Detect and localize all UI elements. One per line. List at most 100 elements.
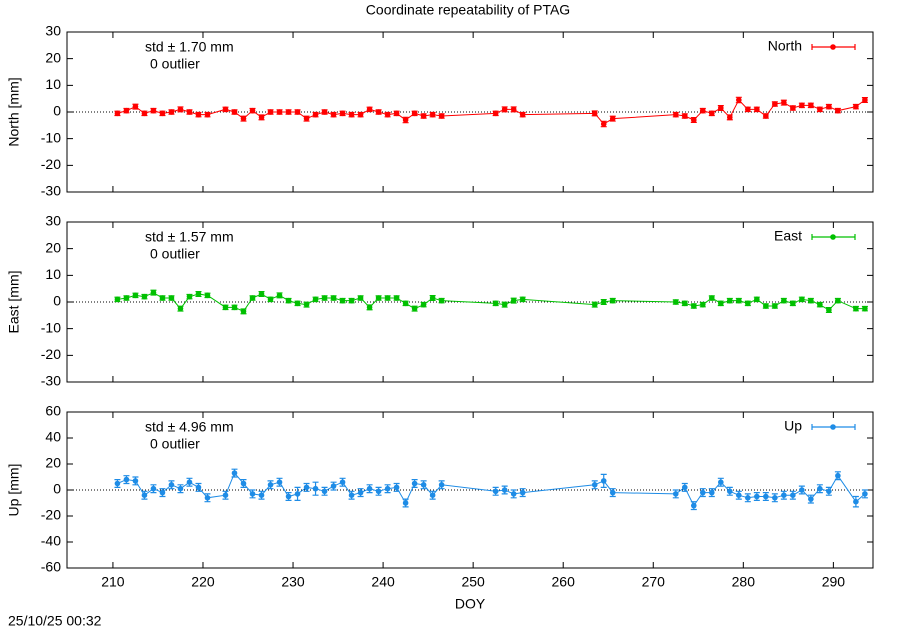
data-point: [420, 301, 427, 308]
data-point: [303, 301, 310, 308]
annotation: std ± 1.57 mm: [145, 229, 234, 245]
data-point: [609, 297, 616, 304]
data-point: [339, 110, 346, 117]
data-point: [817, 301, 823, 308]
data-point: [321, 295, 328, 301]
data-point: [150, 289, 157, 296]
data-point: [690, 117, 697, 123]
data-point: [817, 106, 823, 113]
data-point: [835, 107, 841, 114]
data-point: [366, 485, 373, 492]
data-point: [321, 488, 328, 495]
data-point: [330, 111, 337, 118]
data-point: [294, 491, 301, 497]
data-point: [195, 111, 202, 118]
y-tick-label: 40: [45, 429, 61, 445]
data-point: [718, 105, 724, 111]
x-tick-label: 250: [461, 574, 485, 590]
data-point: [123, 107, 130, 114]
x-tick-label: 270: [642, 574, 666, 590]
data-point: [790, 492, 796, 499]
chart-title: Coordinate repeatability of PTAG: [366, 2, 570, 18]
y-tick-label: 20: [45, 455, 61, 471]
x-tick-label: 280: [732, 574, 756, 590]
data-point: [393, 295, 400, 301]
y-axis-label: Up [mm]: [6, 464, 22, 517]
data-point: [357, 489, 364, 496]
data-point: [339, 479, 346, 486]
data-point: [141, 492, 148, 499]
data-point: [348, 297, 355, 304]
y-tick-label: -60: [41, 559, 61, 575]
data-point: [240, 480, 247, 487]
y-tick-label: 10: [45, 76, 61, 92]
data-point: [240, 115, 247, 122]
data-point: [114, 110, 121, 117]
data-point: [177, 485, 184, 492]
y-tick-label: -20: [41, 507, 61, 523]
data-point: [231, 109, 238, 115]
legend-label: East: [774, 228, 802, 244]
data-point: [132, 478, 139, 484]
data-point: [438, 482, 445, 488]
data-point: [402, 117, 409, 123]
data-point: [718, 479, 724, 486]
data-point: [862, 97, 868, 103]
data-point: [258, 114, 265, 121]
data-point: [754, 106, 760, 113]
data-point: [681, 113, 688, 119]
data-point: [285, 297, 292, 304]
y-tick-label: 30: [45, 23, 61, 39]
data-point: [132, 103, 139, 110]
y-tick-label: 30: [45, 213, 61, 229]
data-point: [123, 476, 130, 483]
data-point: [420, 482, 427, 488]
data-point: [150, 107, 157, 114]
data-point: [709, 489, 715, 496]
data-point: [492, 488, 499, 495]
data-point: [790, 105, 796, 111]
data-point: [799, 102, 805, 109]
data-point: [781, 492, 787, 499]
y-tick-label: 10: [45, 266, 61, 282]
data-point: [168, 295, 175, 301]
data-point: [492, 110, 499, 117]
annotation: 0 outlier: [150, 246, 200, 262]
legend-label: North: [768, 38, 802, 54]
x-tick-label: 260: [552, 574, 576, 590]
y-tick-label: -20: [41, 156, 61, 172]
data-point: [159, 295, 166, 301]
data-point: [375, 295, 382, 301]
data-point: [808, 297, 814, 304]
data-point: [745, 300, 751, 307]
data-point: [600, 121, 607, 127]
y-tick-label: 20: [45, 49, 61, 65]
data-point: [186, 293, 193, 300]
data-point: [195, 484, 202, 491]
data-point: [123, 295, 130, 301]
data-point: [393, 110, 400, 117]
data-line: [117, 472, 866, 507]
data-point: [853, 305, 859, 312]
data-point: [772, 495, 778, 501]
data-point: [204, 292, 211, 299]
annotation: std ± 1.70 mm: [145, 39, 234, 55]
y-axis-label: North [mm]: [6, 77, 22, 146]
data-point: [672, 111, 679, 118]
legend-marker: [830, 234, 836, 240]
data-point: [114, 480, 121, 487]
data-point: [826, 307, 832, 313]
data-point: [438, 297, 445, 304]
data-point: [826, 103, 832, 110]
data-point: [808, 102, 814, 109]
data-point: [276, 109, 283, 115]
data-point: [808, 496, 814, 502]
data-point: [600, 299, 607, 305]
data-point: [411, 110, 418, 117]
data-point: [736, 492, 742, 499]
data-point: [510, 106, 517, 113]
x-tick-label: 230: [281, 574, 305, 590]
data-point: [411, 305, 418, 312]
